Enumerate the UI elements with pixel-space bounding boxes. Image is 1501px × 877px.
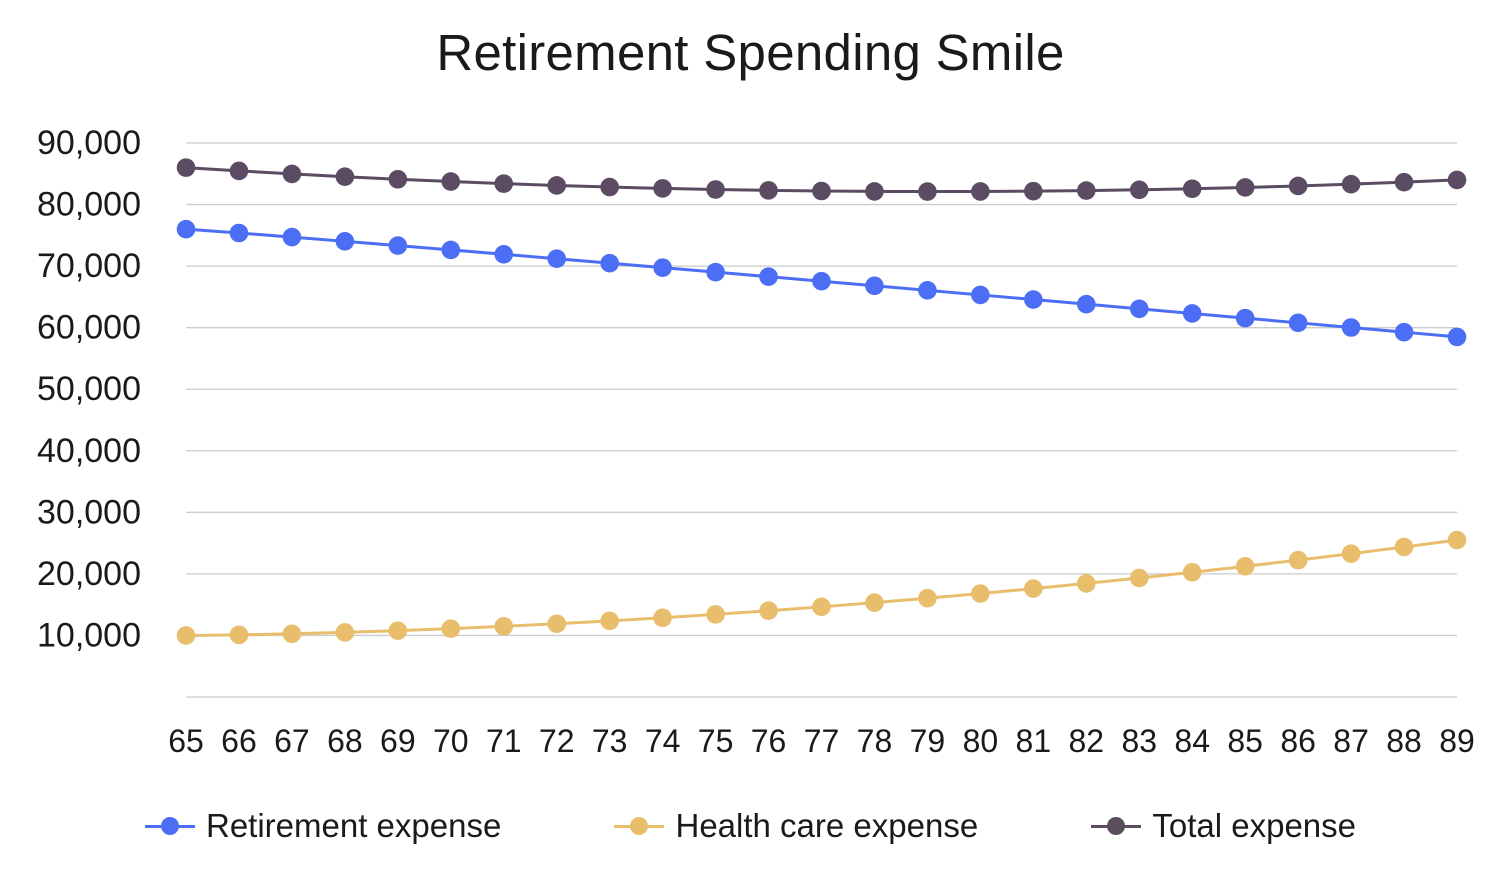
svg-text:40,000: 40,000 (37, 432, 141, 470)
svg-text:72: 72 (539, 723, 575, 759)
svg-text:20,000: 20,000 (37, 555, 141, 593)
svg-text:82: 82 (1068, 723, 1104, 759)
svg-text:86: 86 (1280, 723, 1316, 759)
svg-text:85: 85 (1227, 723, 1263, 759)
svg-text:50,000: 50,000 (37, 370, 141, 408)
svg-text:76: 76 (751, 723, 787, 759)
svg-text:73: 73 (592, 723, 628, 759)
svg-text:10,000: 10,000 (37, 616, 141, 654)
svg-text:75: 75 (698, 723, 734, 759)
svg-text:70: 70 (433, 723, 469, 759)
svg-text:88: 88 (1386, 723, 1422, 759)
svg-text:65: 65 (168, 723, 204, 759)
svg-text:70,000: 70,000 (37, 247, 141, 285)
svg-text:87: 87 (1333, 723, 1369, 759)
svg-text:78: 78 (857, 723, 893, 759)
svg-text:74: 74 (645, 723, 681, 759)
svg-text:60,000: 60,000 (37, 309, 141, 347)
svg-text:81: 81 (1016, 723, 1052, 759)
svg-text:71: 71 (486, 723, 522, 759)
svg-text:67: 67 (274, 723, 310, 759)
svg-text:80,000: 80,000 (37, 186, 141, 224)
svg-text:83: 83 (1121, 723, 1157, 759)
svg-text:79: 79 (910, 723, 946, 759)
svg-text:68: 68 (327, 723, 363, 759)
svg-text:30,000: 30,000 (37, 493, 141, 531)
svg-text:84: 84 (1174, 723, 1210, 759)
svg-text:66: 66 (221, 723, 257, 759)
svg-text:80: 80 (963, 723, 999, 759)
svg-text:89: 89 (1439, 723, 1475, 759)
svg-text:90,000: 90,000 (37, 124, 141, 162)
svg-text:69: 69 (380, 723, 416, 759)
svg-text:77: 77 (804, 723, 840, 759)
